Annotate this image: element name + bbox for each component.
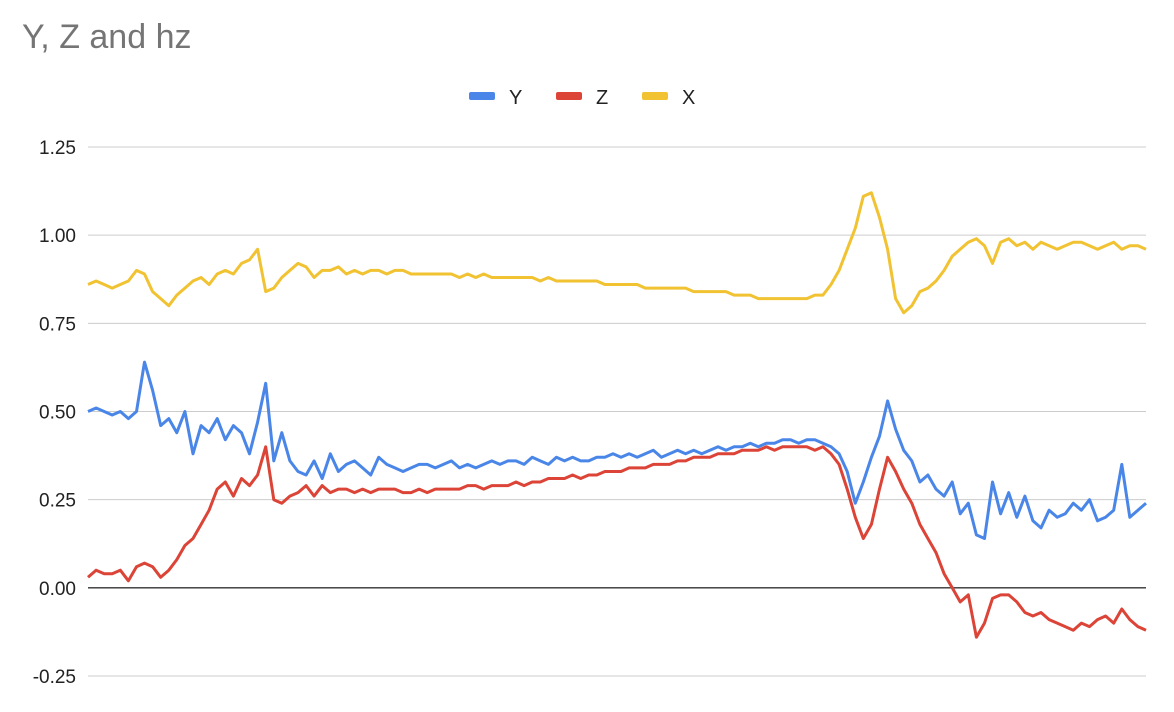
- series-lines: [87, 191, 1147, 639]
- legend-item-y[interactable]: Y: [469, 87, 522, 109]
- series-line-y: [87, 360, 1147, 540]
- legend-label: Y: [509, 87, 522, 109]
- legend-swatch: [469, 92, 495, 100]
- y-tick-label: 1.25: [39, 138, 76, 159]
- legend-item-x[interactable]: X: [642, 87, 695, 109]
- legend-label: X: [682, 87, 695, 109]
- series-line-x: [87, 191, 1147, 315]
- legend-item-z[interactable]: Z: [556, 87, 608, 109]
- y-tick-label: 0.25: [39, 491, 76, 512]
- series-line-z: [87, 445, 1147, 639]
- chart-title: Y, Z and hz: [22, 18, 192, 56]
- y-tick-label: 0.75: [39, 314, 76, 335]
- y-tick-label: 0.00: [39, 579, 76, 600]
- legend-label: Z: [596, 87, 608, 109]
- y-axis-ticks: -0.25 0.00 0.25 0.50 0.75 1.00 1.25: [33, 138, 76, 688]
- y-tick-label: 0.50: [39, 403, 76, 424]
- legend-swatch: [642, 92, 668, 100]
- y-tick-label: -0.25: [33, 667, 76, 688]
- grid-lines: [88, 146, 1146, 677]
- legend-swatch: [556, 92, 582, 100]
- y-tick-label: 1.00: [39, 226, 76, 247]
